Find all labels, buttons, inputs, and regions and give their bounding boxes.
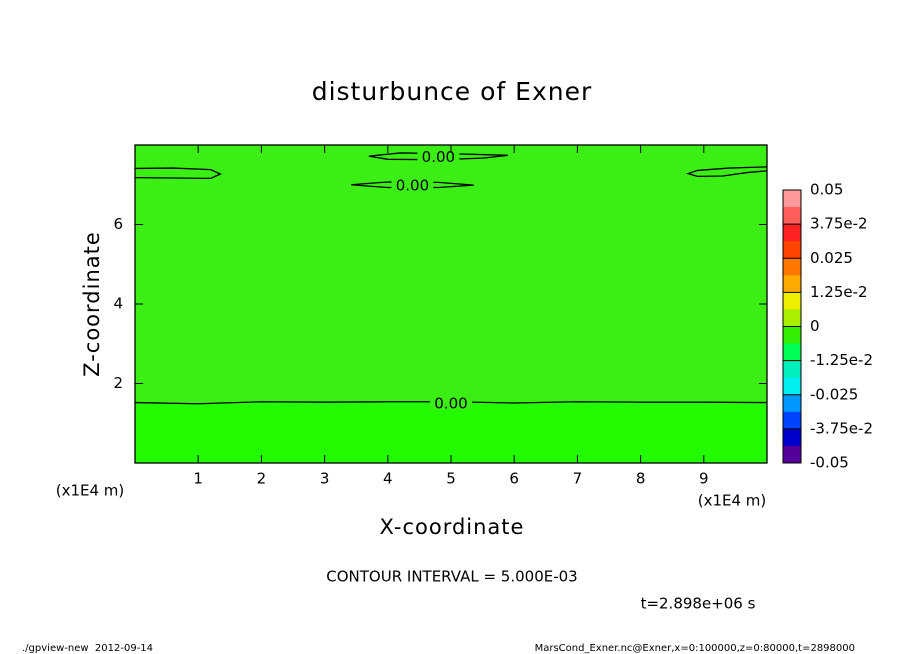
time-label: t=2.898e+06 s [641,595,756,613]
colorbar-swatch [783,326,801,345]
footer-right: MarsCond_Exner.nc@Exner,x=0:100000,z=0:8… [535,643,855,654]
x-tick-label: 5 [446,470,456,488]
contour-label: 0.00 [422,148,455,166]
colorbar-swatch [783,411,801,430]
y-axis-label: Z-coordinate [80,231,104,377]
x-tick-label: 9 [699,470,709,488]
colorbar-swatch [783,428,801,447]
colorbar-swatch [783,241,801,259]
colorbar-swatch [783,207,801,225]
contour-line [368,152,508,161]
x-tick-label: 3 [320,470,330,488]
colorbar-tick-label: 0.025 [810,249,853,267]
x-tick-label: 2 [257,470,267,488]
colorbar-swatch [783,343,801,362]
colorbar-tick-label: -3.75e-2 [810,419,873,437]
chart-title: disturbunce of Exner [312,77,593,106]
colorbar-swatch [783,360,801,379]
contour-label: 0.00 [434,394,467,412]
x-tick-label: 1 [193,470,203,488]
colorbar-swatch [783,394,801,413]
contour-line [351,181,474,189]
contour-label-bg [417,149,460,164]
colorbar-tick-label: 3.75e-2 [810,215,868,233]
x-axis-label: X-coordinate [380,515,525,539]
y-tick-label: 6 [113,215,123,233]
colorbar-tick-label: 0.05 [810,181,843,199]
colorbar-swatch [783,275,801,293]
y-tick-label: 4 [113,295,123,313]
colorbar-swatch [783,377,801,396]
colorbar-swatch [783,190,801,208]
colorbar-swatch [783,445,801,464]
contour-label: 0.00 [396,176,429,194]
y-unit: (x1E4 m) [56,482,125,500]
colorbar-swatch [783,309,801,327]
contour-line [685,166,767,178]
contour-label-bg [391,177,434,192]
x-unit: (x1E4 m) [698,492,767,510]
contour-fill [135,401,767,463]
y-tick-label: 2 [113,374,123,392]
colorbar-swatch [783,292,801,310]
contour-label-bg [430,395,472,410]
colorbar-swatch [783,258,801,276]
colorbar-tick-label: 1.25e-2 [810,283,868,301]
footer-left: ./gpview-new 2012-09-14 [22,643,153,654]
x-tick-label: 4 [383,470,393,488]
colorbar-tick-label: 0 [810,317,820,335]
colorbar-tick-label: -0.05 [810,454,849,472]
x-tick-label: 6 [509,470,519,488]
colorbar-tick-label: -1.25e-2 [810,351,873,369]
colorbar-swatch [783,224,801,242]
contour-line [135,167,222,180]
colorbar-tick-label: -0.025 [810,385,858,403]
x-tick-label: 7 [573,470,583,488]
annotation: CONTOUR INTERVAL = 5.000E-03 [326,568,577,586]
x-tick-label: 8 [636,470,646,488]
